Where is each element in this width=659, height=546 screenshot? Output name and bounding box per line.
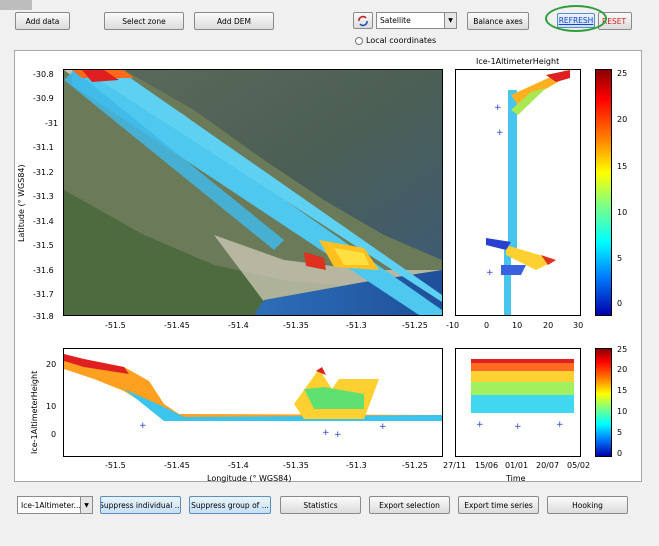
- chevron-down-icon: ▼: [80, 497, 92, 513]
- map-ytick: -31.8: [33, 312, 54, 321]
- colorbar-top-tick: 0: [617, 299, 623, 308]
- suppress-individual-button[interactable]: Suppress individual ...: [100, 496, 181, 514]
- map-ytick: -31.6: [33, 266, 54, 275]
- map-xtick: -51.5: [105, 321, 126, 330]
- select-zone-button[interactable]: Select zone: [104, 12, 184, 30]
- variable-select-value: Ice-1Altimeter...: [21, 500, 81, 510]
- svg-text:+: +: [556, 420, 564, 430]
- time-xtick: 27/11: [443, 461, 467, 470]
- basemap-select-value: Satellite: [380, 16, 411, 25]
- colorbar-bottom-tick: 10: [617, 407, 628, 416]
- svg-text:+: +: [322, 428, 330, 438]
- profile-xtick: -51.5: [105, 461, 126, 470]
- colorbar-top: [595, 69, 612, 316]
- map-xtick: -51.4: [228, 321, 249, 330]
- map-ytick: -31.5: [33, 241, 54, 250]
- svg-text:+: +: [496, 128, 504, 138]
- window-corner: [0, 0, 32, 10]
- map-ylabel: Latitude (° WGS84): [17, 164, 26, 242]
- map-ytick: -30.9: [33, 94, 54, 103]
- map-ytick: -31.4: [33, 217, 54, 226]
- profile-xtick: -51.25: [402, 461, 428, 470]
- profile-xtick: -51.4: [228, 461, 249, 470]
- refresh-arrows-icon[interactable]: [353, 12, 373, 29]
- map-xtick: -51.45: [164, 321, 190, 330]
- profile-xlabel: Longitude (° WGS84): [207, 474, 292, 483]
- colorbar-top-tick: 5: [617, 254, 623, 263]
- map-ytick: -31.2: [33, 168, 54, 177]
- balance-axes-button[interactable]: Balance axes: [467, 12, 529, 30]
- time-plot-axes[interactable]: + + +: [455, 348, 581, 457]
- colorbar-top-tick: 20: [617, 115, 628, 124]
- map-xtick: -51.35: [283, 321, 309, 330]
- profile-ytick: 20: [46, 360, 57, 369]
- time-xlabel: Time: [506, 474, 526, 483]
- map-ytick: -30.8: [33, 70, 54, 79]
- side-plot-title: Ice-1AltimeterHeight: [476, 57, 560, 66]
- colorbar-bottom-tick: 20: [617, 365, 628, 374]
- time-xtick: 01/01: [505, 461, 529, 470]
- side-xtick: -10: [446, 321, 460, 330]
- colorbar-bottom: [595, 348, 612, 457]
- svg-text:+: +: [139, 421, 147, 431]
- statistics-button[interactable]: Statistics: [280, 496, 361, 514]
- time-plot-scatter: + + +: [471, 359, 574, 432]
- map-ytick: -31.3: [33, 192, 54, 201]
- suppress-group-button[interactable]: Suppress group of ...: [189, 496, 271, 514]
- colorbar-top-tick: 15: [617, 162, 628, 171]
- side-xtick: 0: [484, 321, 490, 330]
- export-selection-button[interactable]: Export selection: [369, 496, 450, 514]
- time-xtick: 05/02: [567, 461, 591, 470]
- add-dem-button[interactable]: Add DEM: [194, 12, 274, 30]
- svg-text:+: +: [486, 268, 494, 278]
- map-axes[interactable]: [63, 69, 443, 316]
- colorbar-bottom-tick: 5: [617, 428, 623, 437]
- profile-plot-axes[interactable]: + + + +: [63, 348, 443, 457]
- local-coordinates-radio[interactable]: [355, 37, 363, 45]
- colorbar-top-tick: 10: [617, 208, 628, 217]
- svg-text:+: +: [514, 422, 522, 432]
- side-plot-scatter: + + +: [486, 70, 570, 315]
- variable-select[interactable]: Ice-1Altimeter... ▼: [17, 496, 93, 514]
- profile-ytick: 0: [51, 430, 57, 439]
- colorbar-bottom-tick: 25: [617, 345, 628, 354]
- side-xtick: 30: [573, 321, 584, 330]
- highlight-ring: [545, 5, 607, 32]
- map-ytick: -31.7: [33, 290, 54, 299]
- svg-text:+: +: [334, 430, 342, 440]
- colorbar-bottom-tick: 0: [617, 449, 623, 458]
- profile-ylabel: Ice-1AltimeterHeight: [30, 370, 39, 454]
- basemap-select[interactable]: Satellite ▼: [376, 12, 457, 29]
- hooking-button[interactable]: Hooking: [547, 496, 628, 514]
- svg-text:+: +: [476, 420, 484, 430]
- map-ytick: -31.1: [33, 143, 54, 152]
- local-coordinates-label: Local coordinates: [366, 36, 437, 45]
- colorbar-top-tick: 25: [617, 69, 628, 78]
- profile-ytick: 10: [46, 402, 57, 411]
- map-ytick: -31: [45, 119, 59, 128]
- svg-text:+: +: [379, 422, 387, 432]
- satellite-map: [64, 70, 442, 315]
- side-plot-axes[interactable]: + + +: [455, 69, 581, 316]
- add-data-button[interactable]: Add data: [15, 12, 70, 30]
- profile-plot-scatter: + + + +: [64, 354, 442, 440]
- profile-xtick: -51.35: [283, 461, 309, 470]
- map-xtick: -51.3: [346, 321, 367, 330]
- svg-text:+: +: [494, 103, 502, 113]
- profile-xtick: -51.45: [164, 461, 190, 470]
- export-time-series-button[interactable]: Export time series: [458, 496, 539, 514]
- time-xtick: 20/07: [536, 461, 560, 470]
- side-xtick: 20: [543, 321, 554, 330]
- time-xtick: 15/06: [475, 461, 499, 470]
- map-xtick: -51.25: [402, 321, 428, 330]
- colorbar-bottom-tick: 15: [617, 386, 628, 395]
- side-xtick: 10: [512, 321, 523, 330]
- profile-xtick: -51.3: [346, 461, 367, 470]
- chevron-down-icon: ▼: [444, 13, 456, 28]
